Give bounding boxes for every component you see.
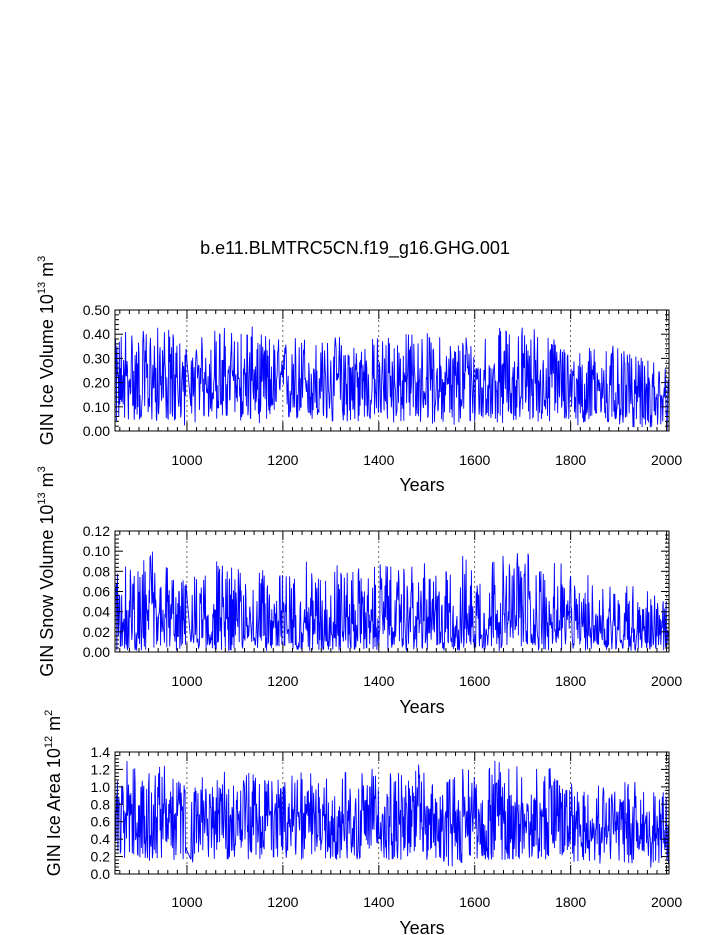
y-tick-label: 0.30 [83,350,110,366]
y-tick-label: 0.0 [91,866,111,882]
y-tick-label: 0.02 [83,624,110,640]
data-series-ice-volume [115,326,669,431]
y-tick-label: 0.00 [83,644,110,660]
y-axis-label: GIN Ice Volume 1013 m3 [36,256,57,445]
x-tick-label: 1000 [171,452,202,468]
y-tick-label: 0.4 [91,831,111,847]
y-tick-label: 0.2 [91,849,111,865]
panel-snow-volume: 1000 1200 1400 1600 1800 2000 0.00 0.02 0.04 0.06… [36,466,682,717]
x-tick-label: 2000 [651,673,682,689]
y-axis-label: GIN Ice Area 1012 m2 [43,710,64,876]
x-axis-label: Years [399,697,444,717]
y-tick-label: 0.8 [91,796,111,812]
y-tick-label: 1.2 [91,761,111,777]
data-series-snow-volume [115,551,669,651]
y-tick-label: 0.10 [83,399,110,415]
x-tick-label: 1800 [555,452,586,468]
x-tick-label: 1200 [267,894,298,910]
y-tick-label: 0.08 [83,563,110,579]
data-series-ice-area [115,760,669,868]
plot-frame-ice-area [114,751,670,875]
y-tick-label: 0.10 [83,543,110,559]
x-tick-label: 1000 [171,894,202,910]
y-tick-label: 0.50 [83,302,110,318]
plot-frame-ice-volume [114,309,670,432]
panel-ice-volume: 1000 1200 1400 1600 1800 2000 0.00 0.10 0.20 0.30… [36,256,682,495]
y-tick-label: 1.0 [91,779,111,795]
y-tick-label: 0.12 [83,523,110,539]
panel-ice-area: 1000 1200 1400 1600 1800 20000.00.20.40.60.81… [43,710,682,935]
y-tick-label: 0.20 [83,375,110,391]
y-tick-label: 0.6 [91,814,111,830]
x-tick-label: 1800 [555,894,586,910]
x-tick-label: 1400 [363,452,394,468]
x-tick-label: 2000 [651,894,682,910]
y-axis-label: GIN Snow Volume 1013 m3 [36,466,57,676]
x-tick-label: 1800 [555,673,586,689]
x-tick-label: 1200 [267,673,298,689]
y-tick-label: 0.06 [83,584,110,600]
x-tick-label: 1600 [459,894,490,910]
y-tick-label: 0.04 [83,604,110,620]
x-axis-label: Years [399,475,444,495]
chart-title: b.e11.BLMTRC5CN.f19_g16.GHG.001 [200,238,510,259]
y-tick-label: 0.40 [83,326,110,342]
x-tick-label: 1600 [459,673,490,689]
x-tick-label: 2000 [651,452,682,468]
x-tick-label: 1600 [459,452,490,468]
x-tick-label: 1400 [363,673,394,689]
x-tick-label: 1400 [363,894,394,910]
y-tick-label: 1.4 [91,744,111,760]
x-tick-label: 1000 [171,673,202,689]
x-tick-label: 1200 [267,452,298,468]
y-tick-label: 0.00 [83,423,110,439]
x-axis-label: Years [399,918,444,935]
